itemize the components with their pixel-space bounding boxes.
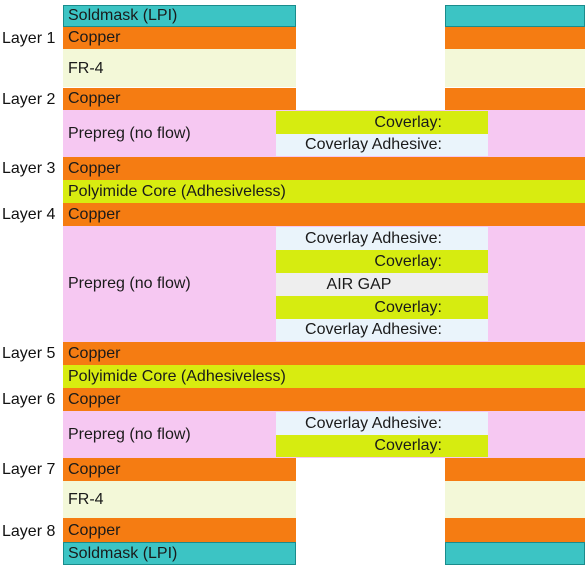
polyimide-core-1-label: Polyimide Core (Adhesiveless)	[68, 183, 286, 200]
coverlay-adhesive-1	[276, 134, 488, 156]
copper-layer-2-left	[63, 88, 296, 110]
layer-8-label: Layer 8	[2, 523, 56, 540]
copper-layer-4-label: Copper	[68, 206, 121, 223]
soldmask-bottom-label: Soldmask (LPI)	[68, 545, 178, 562]
coverlay-2b	[276, 296, 488, 319]
soldmask-bottom-left	[63, 542, 296, 565]
layer-2-label: Layer 2	[2, 91, 56, 108]
coverlay-2a-label: Coverlay:	[374, 253, 442, 270]
layer-3-label: Layer 3	[2, 160, 56, 177]
copper-layer-4	[63, 203, 585, 226]
coverlay-2a	[276, 250, 488, 273]
fr4-top-label: FR-4	[68, 60, 104, 77]
fr4-top-right	[445, 49, 585, 87]
copper-layer-8-left	[63, 518, 296, 542]
copper-layer-1-label: Copper	[68, 29, 121, 46]
polyimide-core-2-label: Polyimide Core (Adhesiveless)	[68, 368, 286, 385]
layer-7-label: Layer 7	[2, 461, 56, 478]
copper-layer-6-label: Copper	[68, 391, 121, 408]
copper-layer-8-label: Copper	[68, 522, 121, 539]
coverlay-adhesive-2b-label: Coverlay Adhesive:	[305, 321, 442, 338]
copper-layer-7-label: Copper	[68, 461, 121, 478]
soldmask-top-left	[63, 5, 296, 27]
layer-6-label: Layer 6	[2, 391, 56, 408]
polyimide-core-1	[63, 180, 585, 203]
copper-layer-1-right	[445, 27, 585, 49]
coverlay-adhesive-2a	[276, 227, 488, 250]
coverlay-adhesive-3-label: Coverlay Adhesive:	[305, 415, 442, 432]
prepreg-2-label: Prepreg (no flow)	[68, 275, 191, 292]
coverlay-1-label: Coverlay:	[374, 114, 442, 131]
copper-layer-7-left	[63, 458, 296, 481]
fr4-bottom-left	[63, 481, 296, 518]
copper-layer-5	[63, 342, 585, 365]
air-gap-label: AIR GAP	[326, 276, 392, 293]
coverlay-adhesive-3	[276, 412, 488, 435]
fr4-bottom-label: FR-4	[68, 491, 104, 508]
polyimide-core-2	[63, 365, 585, 388]
fr4-top-left	[63, 49, 296, 87]
copper-layer-2-label: Copper	[68, 90, 121, 107]
coverlay-3	[276, 435, 488, 457]
coverlay-2b-label: Coverlay:	[374, 299, 442, 316]
prepreg-3-label: Prepreg (no flow)	[68, 426, 191, 443]
soldmask-top-right	[445, 5, 585, 27]
coverlay-adhesive-2b	[276, 319, 488, 341]
copper-layer-7-right	[445, 458, 585, 481]
layer-5-label: Layer 5	[2, 345, 56, 362]
coverlay-adhesive-1-label: Coverlay Adhesive:	[305, 136, 442, 153]
layer-1-label: Layer 1	[2, 30, 56, 47]
fr4-bottom-right	[445, 481, 585, 518]
copper-layer-3-label: Copper	[68, 160, 121, 177]
soldmask-top-label: Soldmask (LPI)	[68, 7, 178, 24]
prepreg-1-label: Prepreg (no flow)	[68, 125, 191, 142]
layer-4-label: Layer 4	[2, 206, 56, 223]
copper-layer-8-right	[445, 518, 585, 542]
copper-layer-6	[63, 388, 585, 411]
coverlay-adhesive-2a-label: Coverlay Adhesive:	[305, 230, 442, 247]
copper-layer-2-right	[445, 88, 585, 110]
coverlay-1	[276, 111, 488, 134]
copper-layer-1-left	[63, 27, 296, 49]
copper-layer-5-label: Copper	[68, 345, 121, 362]
air-gap	[276, 273, 488, 296]
soldmask-bottom-right	[445, 542, 585, 565]
coverlay-3-label: Coverlay:	[374, 437, 442, 454]
copper-layer-3	[63, 157, 585, 180]
